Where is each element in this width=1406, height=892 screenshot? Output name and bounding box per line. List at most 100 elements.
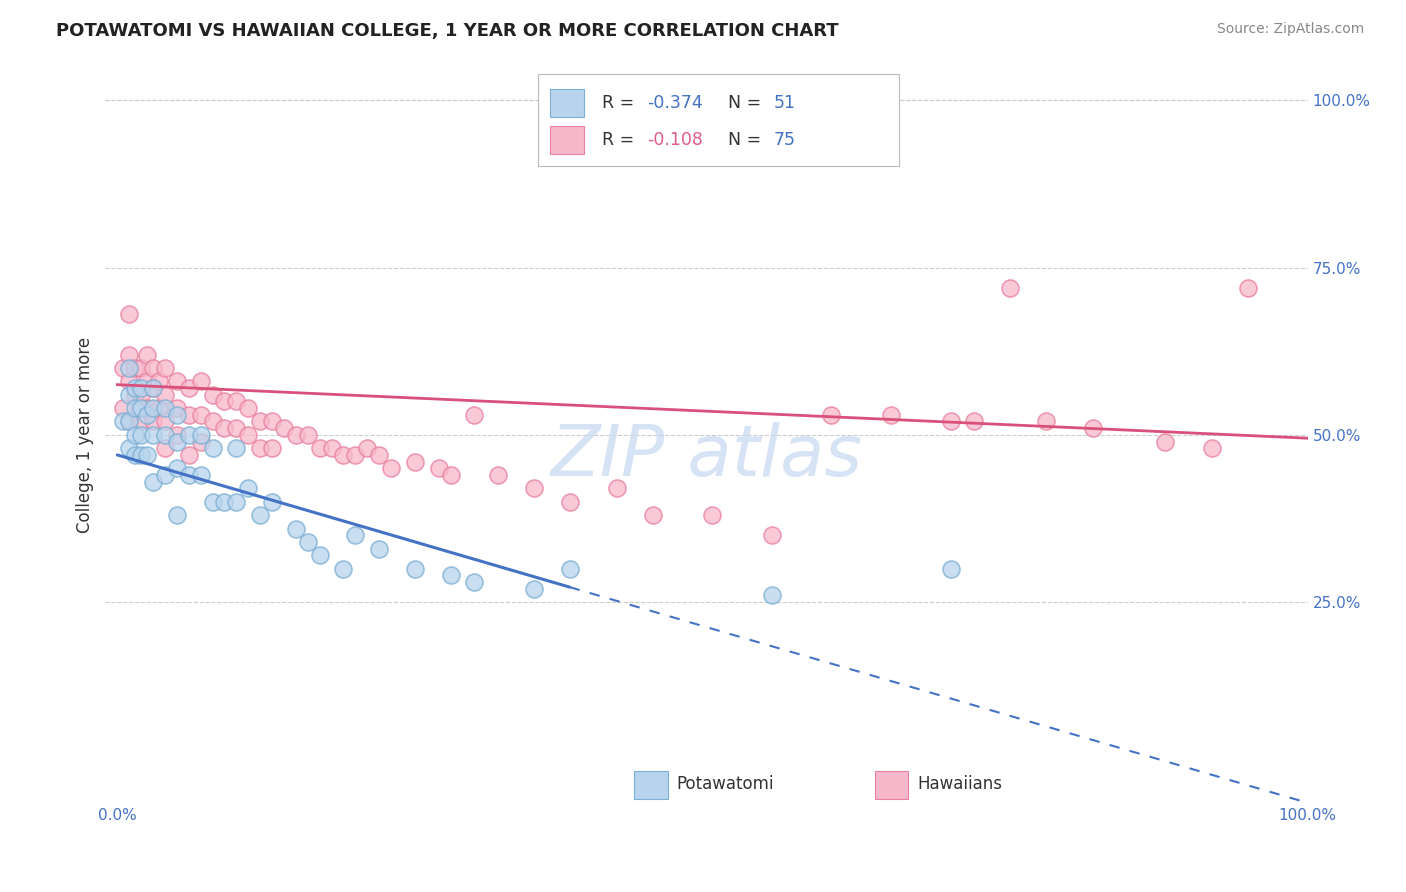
Point	[238, 401, 260, 416]
Point	[249, 508, 271, 523]
Point	[404, 562, 426, 576]
Point	[190, 428, 212, 442]
Point	[177, 468, 200, 483]
Point	[761, 589, 783, 603]
Point	[297, 428, 319, 442]
Point	[129, 388, 152, 402]
Point	[129, 428, 152, 442]
Bar	[550, 126, 583, 153]
Point	[523, 582, 546, 596]
Point	[463, 408, 485, 422]
Text: ZIP atlas: ZIP atlas	[551, 423, 862, 491]
Point	[1201, 442, 1223, 456]
Point	[118, 361, 141, 376]
Point	[201, 495, 224, 509]
Point	[558, 495, 581, 509]
Point	[308, 548, 330, 563]
Point	[308, 442, 330, 456]
Point	[238, 482, 260, 496]
Point	[225, 421, 247, 435]
Point	[166, 375, 188, 389]
Point	[153, 401, 176, 416]
Point	[166, 508, 188, 523]
Text: Hawaiians: Hawaiians	[917, 775, 1002, 793]
Point	[177, 381, 200, 395]
Point	[380, 461, 402, 475]
Point	[404, 455, 426, 469]
Point	[124, 448, 146, 462]
Point	[344, 528, 367, 542]
Point	[214, 421, 236, 435]
Text: 51: 51	[773, 94, 796, 112]
Point	[142, 415, 165, 429]
Text: Potawatomi: Potawatomi	[676, 775, 773, 793]
Point	[118, 415, 141, 429]
Point	[262, 442, 284, 456]
Point	[1035, 415, 1057, 429]
Point	[321, 442, 343, 456]
Point	[225, 495, 247, 509]
Point	[262, 415, 284, 429]
Point	[284, 522, 307, 536]
Point	[166, 428, 188, 442]
Point	[998, 281, 1021, 295]
Point	[190, 434, 212, 449]
Point	[142, 381, 165, 395]
Point	[153, 361, 176, 376]
Y-axis label: College, 1 year or more: College, 1 year or more	[76, 337, 94, 533]
Point	[129, 381, 152, 395]
Point	[238, 428, 260, 442]
Point	[112, 361, 135, 376]
Point	[939, 562, 962, 576]
Point	[112, 415, 135, 429]
Point	[153, 442, 176, 456]
Point	[118, 307, 141, 322]
Point	[262, 495, 284, 509]
Point	[344, 448, 367, 462]
Point	[273, 421, 295, 435]
Point	[142, 428, 165, 442]
Point	[190, 408, 212, 422]
Text: 75: 75	[773, 131, 796, 149]
Point	[284, 428, 307, 442]
Point	[249, 415, 271, 429]
Text: R =: R =	[602, 94, 640, 112]
Point	[153, 388, 176, 402]
Point	[486, 468, 509, 483]
Point	[177, 428, 200, 442]
Point	[112, 401, 135, 416]
Point	[166, 401, 188, 416]
Point	[356, 442, 378, 456]
Point	[129, 415, 152, 429]
Point	[136, 401, 159, 416]
FancyBboxPatch shape	[538, 74, 898, 166]
Point	[225, 442, 247, 456]
Text: -0.108: -0.108	[648, 131, 703, 149]
Point	[118, 348, 141, 362]
Point	[880, 408, 903, 422]
Point	[118, 375, 141, 389]
Point	[129, 448, 152, 462]
Point	[297, 535, 319, 549]
Point	[166, 461, 188, 475]
Point	[201, 442, 224, 456]
Point	[368, 448, 391, 462]
Point	[939, 415, 962, 429]
Point	[148, 375, 170, 389]
Point	[1153, 434, 1175, 449]
Point	[118, 388, 141, 402]
Point	[136, 408, 159, 422]
Point	[214, 495, 236, 509]
Point	[153, 415, 176, 429]
Bar	[875, 772, 908, 799]
Point	[214, 394, 236, 409]
Point	[118, 415, 141, 429]
Point	[201, 388, 224, 402]
Point	[118, 442, 141, 456]
Point	[427, 461, 450, 475]
Point	[606, 482, 628, 496]
Point	[641, 508, 664, 523]
Text: POTAWATOMI VS HAWAIIAN COLLEGE, 1 YEAR OR MORE CORRELATION CHART: POTAWATOMI VS HAWAIIAN COLLEGE, 1 YEAR O…	[56, 22, 839, 40]
Point	[702, 508, 724, 523]
Point	[332, 448, 354, 462]
